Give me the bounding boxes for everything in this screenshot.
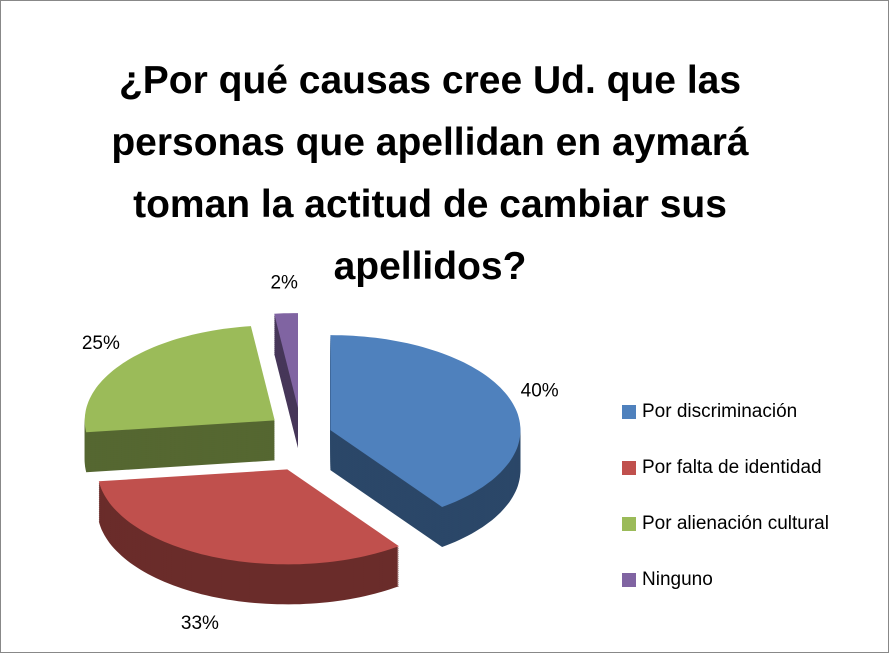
slice xyxy=(330,335,521,547)
data-label: 40% xyxy=(521,380,559,401)
slice xyxy=(274,313,298,449)
chart-title: ¿Por qué causas cree Ud. que las persona… xyxy=(111,59,749,288)
legend-label: Por discriminación xyxy=(642,401,797,422)
slice-top xyxy=(330,335,521,507)
slice-top xyxy=(274,313,298,409)
data-label: 25% xyxy=(82,333,120,354)
legend-label: Por alienación cultural xyxy=(642,513,829,534)
data-label: 2% xyxy=(270,272,298,293)
slice-top xyxy=(98,469,400,565)
legend-swatch xyxy=(622,461,636,475)
slice-top xyxy=(84,326,275,433)
legend-swatch xyxy=(622,405,636,419)
slice xyxy=(98,469,400,605)
legend-swatch xyxy=(622,517,636,531)
slice xyxy=(84,326,275,473)
data-label: 33% xyxy=(181,613,219,634)
legend-label: Ninguno xyxy=(642,569,713,590)
legend-swatch xyxy=(622,573,636,587)
legend-label: Por falta de identidad xyxy=(642,457,822,478)
